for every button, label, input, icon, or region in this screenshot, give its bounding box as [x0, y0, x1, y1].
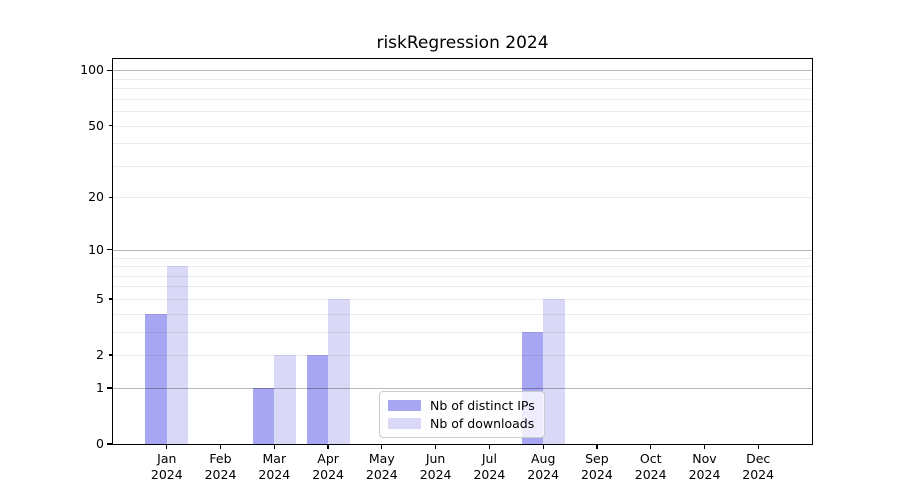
x-tick-month-aug: Aug	[530, 451, 556, 466]
minor-gridline-50	[113, 125, 812, 127]
y-tick-label-50: 50	[88, 117, 104, 133]
chart-title: riskRegression 2024	[376, 33, 549, 53]
x-tick-year-jul: 2024	[473, 467, 506, 482]
y-tick-label-10: 10	[88, 241, 104, 257]
minor-gridline-4	[113, 313, 812, 315]
minor-gridline-40	[113, 143, 812, 145]
x-tick-mark-nov	[703, 444, 706, 449]
y-tick-label-1: 1	[96, 379, 104, 395]
x-tick-year-dec: 2024	[742, 467, 775, 482]
minor-gridline-9	[113, 257, 812, 259]
x-tick-year-sep: 2024	[580, 467, 613, 482]
x-tick-year-apr: 2024	[312, 467, 344, 482]
plot-area	[112, 58, 813, 445]
legend-swatch-distinct-ips	[388, 400, 421, 411]
minor-gridline-80	[113, 88, 812, 90]
x-tick-year-nov: 2024	[688, 467, 721, 482]
x-tick-month-mar: Mar	[262, 451, 287, 466]
bar-mar-downloads	[274, 355, 296, 444]
x-tick-month-may: May	[368, 451, 395, 466]
x-tick-year-mar: 2024	[258, 467, 291, 482]
y-tick-label-5: 5	[96, 290, 104, 306]
x-tick-year-oct: 2024	[634, 467, 667, 482]
minor-gridline-20	[113, 197, 812, 199]
bar-jan-distinct-ips	[145, 313, 167, 444]
minor-gridline-8	[113, 266, 812, 267]
y-tick-label-20: 20	[88, 189, 104, 205]
x-tick-mark-aug	[542, 444, 544, 449]
x-tick-month-sep: Sep	[585, 451, 609, 466]
bar-apr-distinct-ips	[306, 355, 329, 444]
bar-jan-downloads	[166, 266, 189, 444]
bar-aug-downloads	[543, 298, 565, 444]
x-tick-month-jan: Jan	[157, 451, 177, 466]
x-tick-mark-oct	[650, 444, 652, 449]
minor-gridline-2	[113, 355, 812, 356]
x-tick-mark-sep	[596, 444, 598, 449]
minor-gridline-90	[113, 78, 812, 80]
minor-gridline-60	[113, 111, 812, 113]
x-tick-mark-dec	[757, 444, 759, 449]
legend-row-distinct-ips: Nb of distinct IPs	[388, 398, 535, 413]
y-tick-mark-5	[109, 298, 113, 300]
x-tick-month-dec: Dec	[746, 451, 771, 466]
y-tick-mark-20	[109, 196, 113, 199]
bar-mar-distinct-ips	[252, 387, 275, 444]
bar-apr-downloads	[328, 298, 350, 444]
y-tick-mark-10	[107, 249, 113, 251]
major-gridline-10	[113, 249, 812, 251]
minor-gridline-6	[113, 286, 812, 288]
legend: Nb of distinct IPs Nb of downloads	[379, 391, 545, 438]
x-tick-mark-mar	[273, 444, 275, 449]
x-tick-mark-may	[381, 444, 383, 449]
y-tick-label-0: 0	[96, 436, 104, 451]
x-tick-year-jan: 2024	[150, 467, 183, 482]
x-tick-month-apr: Apr	[317, 451, 339, 466]
x-tick-mark-jan	[166, 444, 168, 449]
legend-label-distinct-ips: Nb of distinct IPs	[430, 398, 535, 413]
x-tick-month-feb: Feb	[209, 451, 232, 466]
legend-swatch-downloads	[388, 418, 421, 429]
y-tick-mark-2	[109, 354, 113, 356]
x-tick-month-oct: Oct	[639, 451, 662, 466]
minor-gridline-5	[113, 298, 812, 300]
x-tick-mark-jul	[488, 444, 491, 449]
x-tick-year-may: 2024	[365, 467, 398, 482]
legend-row-downloads: Nb of downloads	[388, 416, 535, 431]
x-tick-year-feb: 2024	[204, 467, 237, 482]
x-tick-year-aug: 2024	[527, 467, 560, 482]
major-gridline-1	[113, 387, 812, 389]
y-tick-label-2: 2	[96, 347, 104, 362]
x-tick-month-nov: Nov	[692, 451, 717, 466]
minor-gridline-30	[113, 165, 812, 167]
x-tick-month-jul: Jul	[481, 451, 497, 466]
y-tick-label-100: 100	[80, 62, 104, 78]
x-tick-mark-jun	[434, 444, 437, 449]
minor-gridline-70	[113, 98, 812, 100]
minor-gridline-3	[113, 331, 812, 333]
legend-label-downloads: Nb of downloads	[430, 416, 535, 431]
x-tick-year-jun: 2024	[419, 467, 452, 482]
x-tick-mark-feb	[219, 444, 222, 449]
major-gridline-100	[113, 70, 812, 72]
y-tick-mark-0	[107, 443, 113, 445]
x-tick-mark-apr	[327, 444, 329, 449]
minor-gridline-7	[113, 275, 812, 277]
y-tick-mark-100	[107, 69, 113, 71]
x-tick-month-jun: Jun	[425, 451, 446, 466]
y-tick-mark-1	[107, 387, 113, 389]
y-tick-mark-50	[109, 124, 113, 127]
